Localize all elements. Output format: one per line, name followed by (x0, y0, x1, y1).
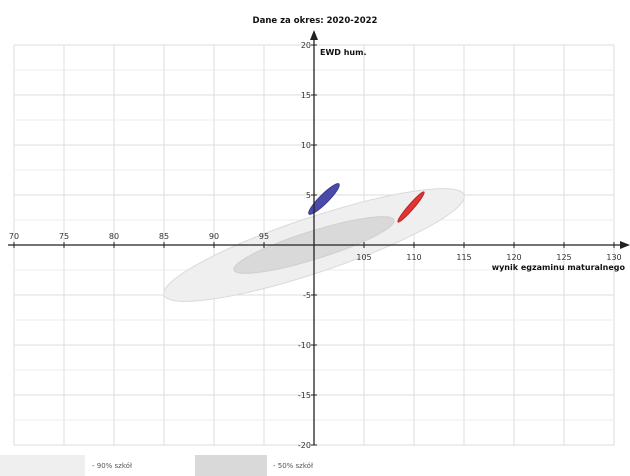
x-tick-label: 110 (406, 253, 421, 262)
x-tick-label: 105 (356, 253, 371, 262)
x-tick-label: 85 (159, 232, 169, 241)
x-tick-label: 120 (506, 253, 521, 262)
legend-swatch-50 (195, 455, 267, 476)
y-axis-arrow (310, 30, 318, 40)
x-tick-label: 75 (59, 232, 69, 241)
x-tick-label: 130 (606, 253, 621, 262)
x-tick-label: 115 (456, 253, 471, 262)
legend-label-90: - 90% szkół (92, 462, 132, 470)
y-tick-label: 10 (301, 141, 311, 150)
x-tick-label: 70 (9, 232, 19, 241)
x-tick-label: 125 (556, 253, 571, 262)
y-tick-label: -10 (298, 341, 311, 350)
chart-title: Dane za okres: 2020-2022 (253, 16, 378, 26)
y-tick-label: 20 (301, 41, 311, 50)
x-tick-label: 80 (109, 232, 119, 241)
y-tick-label: 15 (301, 91, 311, 100)
x-ticks: 70 75 80 85 90 95 105 110 115 120 125 130 (9, 232, 622, 262)
x-tick-label: 90 (209, 232, 219, 241)
x-tick-label: 95 (259, 232, 269, 241)
school-ellipse (397, 191, 425, 223)
axes (8, 30, 630, 445)
y-tick-label: -15 (298, 391, 311, 400)
y-axis-label: EWD hum. (320, 48, 366, 57)
legend-swatch-90 (0, 455, 85, 476)
y-tick-label: -5 (303, 291, 311, 300)
x-axis-arrow (620, 241, 630, 249)
school-ellipse (308, 183, 340, 215)
legend: - 90% szkół - 50% szkół (0, 455, 313, 476)
y-tick-label: 5 (306, 191, 311, 200)
x-axis-label: wynik egzaminu maturalnego (492, 263, 626, 272)
y-ticks: 20 15 10 5 -5 -10 -15 -20 (298, 41, 317, 450)
y-tick-label: -20 (298, 441, 311, 450)
legend-label-50: - 50% szkół (273, 462, 313, 470)
